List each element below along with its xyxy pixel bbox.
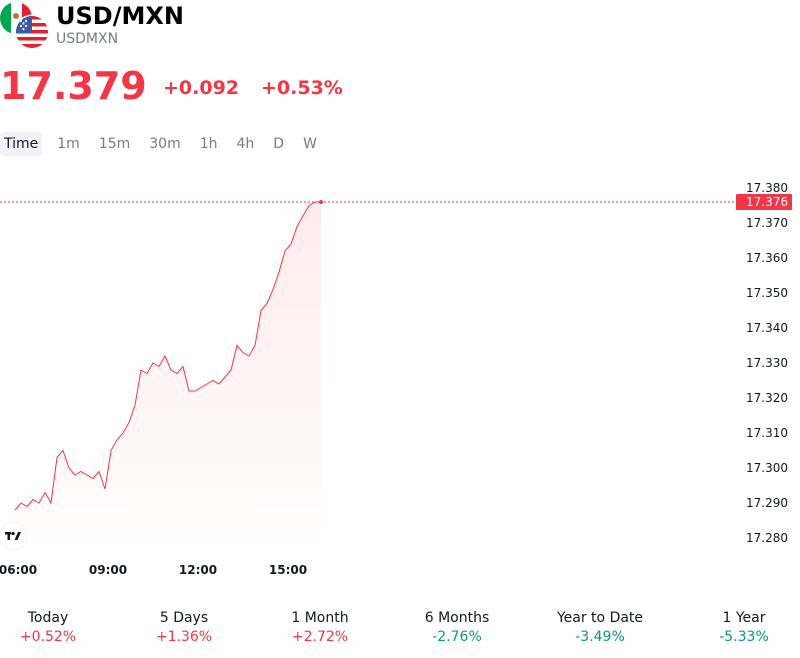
perf-value: -5.33%: [719, 629, 769, 645]
price-line: [14, 201, 321, 511]
perf-5-days[interactable]: 5 Days +1.36%: [124, 608, 244, 646]
x-tick-label: 15:00: [269, 563, 307, 577]
y-tick-label: 17.370: [746, 216, 788, 230]
us-flag-icon: [14, 14, 50, 50]
interval-time[interactable]: Time: [0, 132, 43, 156]
last-price-badge-label: 17.376: [746, 195, 788, 209]
perf-1-year[interactable]: 1 Year -5.33%: [684, 608, 800, 646]
perf-label: 5 Days: [159, 610, 209, 626]
interval-w[interactable]: W: [303, 136, 317, 152]
price-chart[interactable]: 17.380 17.370 17.360 17.350 17.340 17.330 17.3…: [0, 170, 800, 590]
x-tick-label: 06:00: [0, 563, 37, 577]
perf-label: Year to Date: [556, 610, 644, 626]
y-tick-label: 17.380: [746, 181, 788, 195]
y-tick-label: 17.280: [746, 531, 788, 545]
perf-value: +2.72%: [291, 629, 349, 645]
y-tick-label: 17.310: [746, 426, 788, 440]
y-tick-label: 17.320: [746, 391, 788, 405]
perf-1-month[interactable]: 1 Month +2.72%: [260, 608, 380, 646]
interval-selector: Time 1m 15m 30m 1h 4h D W: [0, 132, 332, 156]
perf-today[interactable]: Today +0.52%: [0, 608, 108, 646]
interval-30m[interactable]: 30m: [149, 136, 181, 152]
y-tick-label: 17.350: [746, 286, 788, 300]
perf-value: +1.36%: [155, 629, 213, 645]
perf-value: -2.76%: [432, 629, 482, 645]
y-axis: 17.380 17.370 17.360 17.350 17.340 17.330 17.3…: [746, 181, 788, 545]
currency-flags: [0, 2, 50, 50]
y-tick-label: 17.290: [746, 496, 788, 510]
symbol-ticker: USDMXN: [56, 31, 119, 47]
price-change-percent: +0.53%: [261, 77, 343, 99]
y-tick-label: 17.300: [746, 461, 788, 475]
last-price-badge: [736, 194, 792, 210]
x-tick-label: 12:00: [179, 563, 217, 577]
last-price: 17.379: [0, 64, 147, 108]
symbol-header: USD/MXN USDMXN: [0, 0, 800, 60]
y-tick-label: 17.340: [746, 321, 788, 335]
perf-6-months[interactable]: 6 Months -2.76%: [397, 608, 517, 646]
price-change: +0.092: [163, 77, 240, 99]
symbol-title: USD/MXN: [56, 2, 184, 30]
interval-d[interactable]: D: [273, 136, 285, 152]
perf-label: 6 Months: [424, 610, 490, 626]
perf-value: +0.52%: [19, 629, 77, 645]
tradingview-logo-icon[interactable]: [0, 521, 28, 551]
interval-4h[interactable]: 4h: [236, 136, 255, 152]
last-price-point: [319, 200, 323, 204]
perf-value: -3.49%: [575, 629, 625, 645]
y-tick-label: 17.360: [746, 251, 788, 265]
price-area: [15, 202, 321, 538]
interval-1h[interactable]: 1h: [199, 136, 218, 152]
perf-label: 1 Month: [291, 610, 349, 626]
interval-15m[interactable]: 15m: [98, 136, 131, 152]
performance-bar: Today +0.52% 5 Days +1.36% 1 Month +2.72…: [0, 608, 800, 648]
x-tick-label: 09:00: [89, 563, 127, 577]
perf-label: Today: [27, 610, 69, 626]
perf-year-to-date[interactable]: Year to Date -3.49%: [540, 608, 660, 646]
y-tick-label: 17.330: [746, 356, 788, 370]
x-axis: 06:00 09:00 12:00 15:00: [0, 563, 307, 577]
perf-label: 1 Year: [722, 610, 766, 626]
interval-1m[interactable]: 1m: [57, 136, 80, 152]
